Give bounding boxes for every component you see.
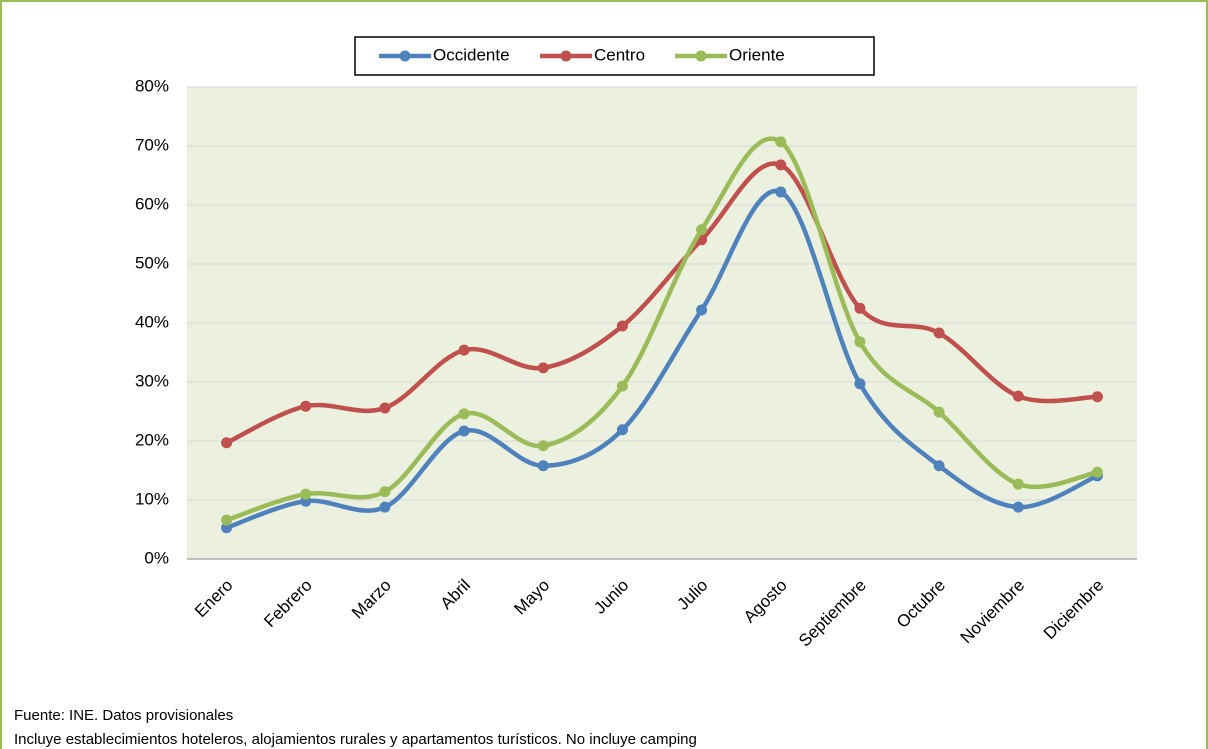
x-tick-label: Abril: [437, 576, 474, 613]
legend-label: Centro: [594, 45, 645, 64]
y-tick-label: 70%: [135, 135, 169, 154]
point: [696, 224, 708, 236]
point: [854, 378, 866, 390]
point: [1012, 390, 1024, 402]
point: [300, 400, 312, 412]
legend-box: [354, 36, 875, 76]
point: [854, 302, 866, 314]
point: [1091, 466, 1103, 478]
x-tick-label: Agosto: [740, 576, 791, 627]
point: [379, 486, 391, 498]
point: [458, 344, 470, 356]
y-tick-label: 20%: [135, 430, 169, 449]
x-tick-label: Diciembre: [1040, 576, 1108, 644]
point: [616, 320, 628, 332]
y-tick-label: 40%: [135, 312, 169, 331]
x-tick-label: Octubre: [893, 576, 949, 632]
point: [1012, 478, 1024, 490]
point: [933, 327, 945, 339]
y-tick-label: 50%: [135, 253, 169, 272]
x-tick-label: Enero: [191, 576, 237, 622]
y-tick-label: 60%: [135, 194, 169, 213]
point: [221, 514, 233, 526]
point: [933, 460, 945, 472]
legend-label: Occidente: [433, 45, 510, 64]
point: [537, 362, 549, 374]
point: [775, 136, 787, 148]
point: [854, 336, 866, 348]
point: [616, 380, 628, 392]
point: [775, 159, 787, 171]
point: [1012, 501, 1024, 513]
legend-marker: [560, 50, 572, 62]
x-tick-label: Julio: [673, 576, 711, 614]
point: [221, 437, 233, 449]
legend-marker: [695, 50, 707, 62]
y-tick-label: 30%: [135, 371, 169, 390]
point: [379, 402, 391, 414]
legend-label: Oriente: [729, 45, 785, 64]
point: [458, 425, 470, 437]
y-tick-label: 80%: [135, 76, 169, 95]
point: [537, 460, 549, 472]
x-tick-label: Noviembre: [957, 576, 1029, 648]
note: Incluye establecimientos hoteleros, aloj…: [14, 731, 697, 748]
point: [458, 408, 470, 420]
point: [933, 406, 945, 418]
point: [221, 522, 233, 534]
x-tick-label: Junio: [590, 576, 632, 618]
point: [696, 304, 708, 316]
y-tick-label: 0%: [144, 548, 169, 567]
point: [775, 186, 787, 198]
point: [1091, 391, 1103, 403]
x-tick-label: Febrero: [260, 576, 316, 632]
x-tick-label: Septiembre: [795, 576, 870, 651]
x-tick-label: Mayo: [510, 576, 553, 619]
y-tick-label: 10%: [135, 489, 169, 508]
source: Fuente: INE. Datos provisionales: [14, 707, 233, 724]
point: [300, 488, 312, 500]
point: [537, 440, 549, 452]
point: [379, 501, 391, 513]
point: [616, 424, 628, 436]
legend-marker: [399, 50, 411, 62]
x-tick-label: Marzo: [348, 576, 395, 623]
